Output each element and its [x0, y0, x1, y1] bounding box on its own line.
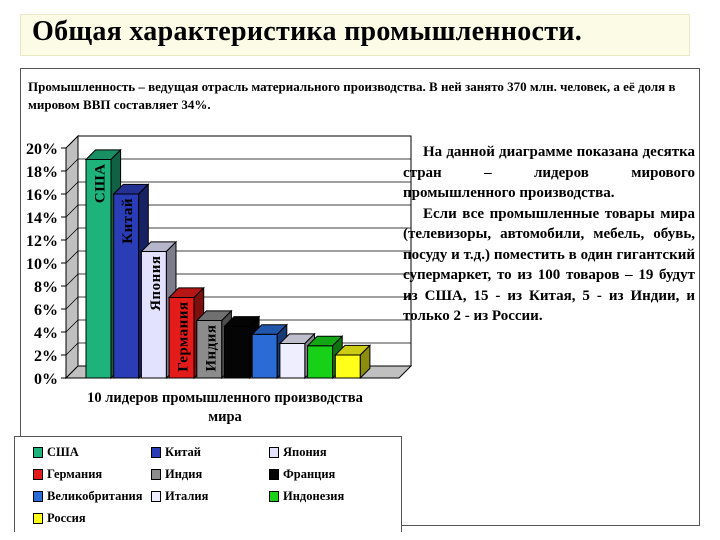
bar-4 — [168, 297, 195, 379]
grid-line — [65, 158, 411, 172]
legend-label: Великобритания — [47, 488, 143, 503]
bar-label-5: Индия — [203, 325, 219, 372]
legend-item: Индия — [151, 466, 202, 482]
legend-label: Индия — [165, 466, 203, 481]
y-tick-label: 8% — [34, 279, 58, 296]
legend-swatch — [151, 468, 161, 480]
legend-item: Франция — [269, 466, 335, 482]
bar-label-2: Китай — [120, 198, 136, 244]
legend-label: Италия — [165, 488, 209, 503]
legend-item: Германия — [33, 466, 102, 482]
legend-item: Италия — [151, 488, 208, 504]
legend-label: Япония — [283, 444, 327, 459]
description-paragraph-1: На данной диаграмме показана десятка стр… — [403, 144, 695, 201]
y-tick-label: 20% — [26, 141, 58, 158]
legend-swatch — [269, 468, 279, 480]
legend-label: Индонезия — [283, 488, 345, 503]
y-tick-label: 0% — [34, 371, 58, 388]
page-title: Общая характеристика промышленности. — [32, 16, 583, 47]
legend-label: Франция — [283, 466, 336, 481]
intro-text: Промышленность – ведущая отрасль материа… — [28, 79, 676, 112]
bar-label-1: США — [93, 164, 109, 204]
y-tick-label: 12% — [26, 233, 58, 250]
legend-label: США — [47, 444, 79, 459]
legend-label: Китай — [165, 444, 202, 459]
legend-label: Германия — [47, 466, 103, 481]
legend-item: Япония — [269, 444, 327, 460]
legend-swatch — [33, 468, 43, 480]
bar-9 — [307, 345, 334, 379]
bar-8 — [279, 343, 306, 379]
chart-legend: США Китай Япония Германия Индия Франция Велико… — [14, 436, 402, 532]
grid-line — [65, 227, 411, 241]
bar-10 — [334, 354, 361, 379]
x-axis-title-line-1: 10 лидеров промышленного производства — [87, 390, 363, 406]
legend-swatch — [151, 446, 161, 458]
bar-5 — [196, 320, 223, 379]
bar-6 — [224, 325, 250, 379]
description-paragraph-2: Если все промышленные товары мира (телев… — [403, 205, 695, 325]
legend-swatch — [33, 490, 43, 502]
legend-swatch — [269, 446, 279, 458]
legend-swatch — [33, 512, 43, 524]
legend-swatch — [269, 490, 279, 502]
legend-item: Великобритания — [33, 488, 143, 504]
y-tick-label: 6% — [34, 302, 58, 319]
bar-7 — [251, 333, 278, 379]
bar-label-4: Германия — [176, 302, 192, 372]
bar-side-10 — [359, 344, 371, 380]
title-bar — [20, 14, 690, 56]
grid-line — [65, 273, 411, 287]
y-tick-label: 4% — [34, 325, 58, 342]
legend-label: Россия — [47, 510, 86, 525]
legend-item: Китай — [151, 444, 201, 460]
grid-line — [65, 135, 411, 149]
y-tick-label: 10% — [26, 256, 58, 273]
legend-item: Россия — [33, 510, 86, 526]
y-tick-label: 14% — [26, 210, 58, 227]
description-text: На данной диаграмме показана десятка стр… — [403, 142, 695, 327]
grid-line — [65, 319, 411, 333]
y-tick-label: 2% — [34, 348, 58, 365]
y-tick-label: 16% — [26, 187, 58, 204]
grid-line — [65, 296, 411, 310]
legend-item: США — [33, 444, 79, 460]
bar-2 — [113, 193, 140, 379]
x-axis-title-line-2: мира — [208, 409, 242, 425]
y-tick-label: 18% — [26, 164, 58, 181]
legend-swatch — [151, 490, 161, 502]
grid-line — [65, 181, 411, 195]
grid-line — [65, 204, 411, 218]
grid-line — [65, 250, 411, 264]
legend-item: Индонезия — [269, 488, 344, 504]
legend-swatch — [33, 446, 43, 458]
bar-label-3: Япония — [148, 256, 164, 311]
